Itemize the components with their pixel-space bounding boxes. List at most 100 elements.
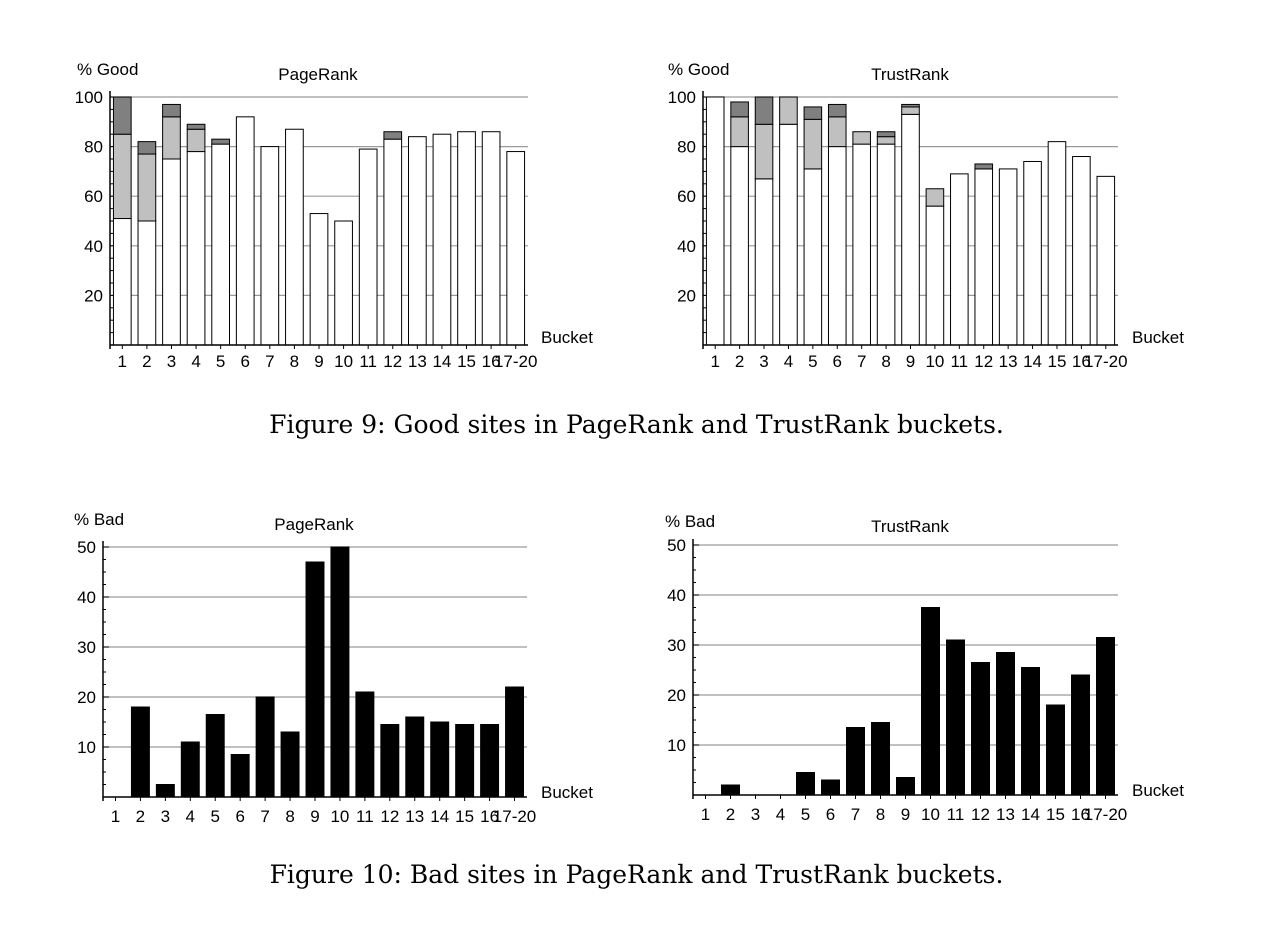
x-tick-label: 2 — [142, 352, 151, 371]
x-tick-label: 14 — [430, 807, 449, 826]
bar-segment — [925, 188, 945, 207]
bar-segment — [506, 151, 526, 346]
y-tick-label: 20 — [677, 286, 696, 305]
x-tick-label: 13 — [996, 805, 1015, 824]
x-tick-label: 8 — [285, 807, 294, 826]
x-tick-label: 8 — [290, 352, 299, 371]
bar-segment — [481, 131, 501, 346]
bar-segment — [730, 116, 749, 148]
bar-segment — [186, 151, 206, 346]
x-tick-label: 13 — [999, 352, 1018, 371]
y-tick-label: 100 — [75, 88, 103, 107]
y-tick-label: 40 — [84, 237, 103, 256]
bar-segment — [950, 173, 969, 346]
x-tick-label: 3 — [167, 352, 176, 371]
y-tick-label: 60 — [84, 187, 103, 206]
x-tick-label: 7 — [851, 805, 860, 824]
y-tick-label: 10 — [77, 738, 96, 757]
bar-segment — [137, 153, 157, 222]
bar-segment — [205, 714, 225, 798]
y-tick-label: 40 — [677, 237, 696, 256]
bar-segment — [255, 696, 275, 798]
x-tick-label: 11 — [947, 805, 965, 824]
x-tick-label: 12 — [974, 352, 993, 371]
bar-segment — [180, 741, 200, 798]
y-tick-label: 50 — [667, 536, 686, 555]
x-tick-label: 16 — [1071, 805, 1090, 824]
x-tick-label: 10 — [334, 352, 353, 371]
bar-segment — [803, 168, 823, 346]
y-axis-label: % Bad — [665, 512, 715, 531]
bar-segment — [162, 103, 181, 118]
x-tick-label: 1 — [710, 352, 719, 371]
bar-segment — [730, 101, 749, 118]
bar-segment — [235, 116, 255, 346]
bar-segment — [280, 731, 300, 798]
chart-title: TrustRank — [871, 65, 949, 84]
bar-segment — [358, 148, 378, 346]
x-axis-label: Bucket — [1132, 328, 1184, 347]
bar-segment — [796, 772, 815, 796]
x-tick-label: 14 — [432, 352, 451, 371]
chart-title: PageRank — [274, 515, 354, 534]
bar-segment — [330, 546, 350, 798]
bar-segment — [779, 123, 798, 346]
y-tick-label: 40 — [667, 586, 686, 605]
y-tick-label: 10 — [667, 736, 686, 755]
bar-segment — [155, 784, 175, 798]
x-tick-label: 17-20 — [493, 807, 536, 826]
x-tick-label: 3 — [759, 352, 768, 371]
bar-segment — [112, 218, 132, 346]
y-tick-label: 80 — [677, 138, 696, 157]
x-tick-label: 4 — [784, 352, 793, 371]
bar-segment — [896, 777, 915, 796]
x-tick-label: 15 — [457, 352, 476, 371]
bar-segment — [1023, 160, 1042, 346]
x-tick-label: 17-20 — [1084, 805, 1127, 824]
y-tick-label: 30 — [77, 638, 96, 657]
x-tick-label: 6 — [833, 352, 842, 371]
bar-segment — [901, 113, 920, 346]
chart-title: TrustRank — [871, 517, 949, 536]
bar-segment — [430, 721, 450, 798]
x-tick-label: 8 — [876, 805, 885, 824]
bar-segment — [480, 724, 500, 798]
bar-segment — [211, 138, 230, 145]
y-tick-label: 100 — [668, 88, 696, 107]
bar-segment — [721, 784, 740, 796]
x-tick-label: 14 — [1021, 805, 1040, 824]
bar-segment — [876, 143, 896, 346]
bar-segment — [901, 106, 920, 115]
bar-segment — [137, 141, 157, 155]
bar-segment — [876, 136, 896, 145]
bar-segment — [1096, 637, 1115, 796]
x-tick-label: 6 — [241, 352, 250, 371]
bar-segment — [186, 123, 206, 130]
bar-segment — [455, 724, 475, 798]
bar-segment — [211, 143, 230, 346]
bar-segment — [432, 133, 452, 346]
bar-segment — [730, 146, 749, 346]
bar-segment — [260, 146, 280, 346]
x-tick-label: 5 — [211, 807, 220, 826]
x-tick-label: 9 — [314, 352, 323, 371]
x-tick-label: 15 — [1048, 352, 1067, 371]
bar-segment — [821, 779, 840, 796]
chart-good-pagerank: 1 2 3 4 5 6 7 8 9 10 11 12 13 14 15 1617-2020406080100P… — [75, 60, 594, 371]
bar-segment — [1072, 156, 1091, 346]
bar-segment — [383, 138, 403, 346]
bar-segment — [827, 103, 847, 118]
bar-segment — [901, 103, 920, 108]
x-tick-label: 8 — [881, 352, 890, 371]
x-tick-label: 7 — [265, 352, 274, 371]
figure-10-caption: Figure 10: Bad sites in PageRank and Tru… — [269, 860, 1004, 889]
bar-segment — [405, 716, 425, 798]
bar-segment — [827, 146, 847, 346]
x-tick-label: 5 — [216, 352, 225, 371]
bar-segment — [754, 96, 774, 125]
x-tick-label: 1 — [111, 807, 120, 826]
bar-segment — [162, 158, 181, 346]
bar-segment — [1021, 667, 1040, 796]
x-tick-label: 9 — [906, 352, 915, 371]
